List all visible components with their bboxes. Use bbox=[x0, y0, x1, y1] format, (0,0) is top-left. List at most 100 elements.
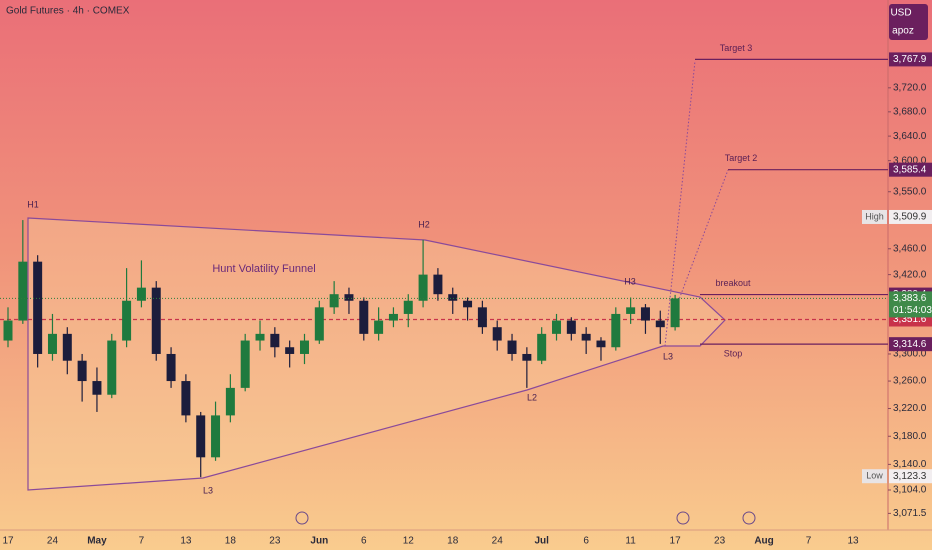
candle-body bbox=[77, 360, 87, 382]
level-box bbox=[889, 162, 932, 177]
pivot-label: L3 bbox=[203, 485, 213, 495]
candle-body bbox=[285, 347, 295, 354]
session-name-box bbox=[862, 209, 887, 224]
y-tick-label: 3,104.0 bbox=[893, 485, 927, 496]
x-tick-label: 6 bbox=[361, 536, 367, 547]
candle-body bbox=[670, 298, 680, 328]
y-tick-label: 3,720.0 bbox=[893, 82, 927, 93]
x-tick-label: 18 bbox=[225, 536, 237, 547]
y-tick-label: 3,140.0 bbox=[893, 459, 927, 470]
session-value-box bbox=[889, 209, 932, 224]
candle-body bbox=[626, 307, 636, 314]
chart-title: Gold Futures · 4h · COMEX bbox=[6, 6, 130, 17]
session-value-label: 3,509.9 bbox=[893, 212, 927, 223]
x-tick-label: Jun bbox=[310, 536, 328, 547]
x-tick-label: 12 bbox=[403, 536, 415, 547]
y-tick-label: 3,220.0 bbox=[893, 403, 927, 414]
level-value-label: 3,314.6 bbox=[893, 339, 927, 350]
candle-body bbox=[596, 340, 606, 348]
candle-body bbox=[566, 320, 576, 334]
candle-body bbox=[388, 313, 398, 321]
y-tick-label: 3,420.0 bbox=[893, 269, 927, 280]
x-tick-label: 7 bbox=[139, 536, 145, 547]
y-tick-label: 3,300.0 bbox=[893, 349, 927, 360]
unit[interactable]: apoz bbox=[892, 26, 914, 37]
x-tick-label: Jul bbox=[534, 536, 549, 547]
y-tick-label: 3,640.0 bbox=[893, 131, 927, 142]
pivot-label: L2 bbox=[527, 392, 537, 402]
candle-body bbox=[433, 274, 443, 295]
candle-body bbox=[270, 333, 280, 348]
candle-body bbox=[522, 353, 532, 361]
session-name-box bbox=[862, 469, 887, 484]
candle-body bbox=[492, 327, 502, 341]
currency[interactable]: USD bbox=[890, 8, 911, 19]
level-value-label: 3,585.4 bbox=[893, 164, 927, 175]
level-value-label: 3,351.6 bbox=[893, 314, 927, 325]
event-icon[interactable] bbox=[676, 511, 690, 525]
x-tick-label: 24 bbox=[47, 536, 59, 547]
y-tick-label: 3,550.0 bbox=[893, 186, 927, 197]
x-tick-label: 17 bbox=[670, 536, 682, 547]
y-tick-label: 3,260.0 bbox=[893, 376, 927, 387]
candle-body bbox=[655, 320, 665, 328]
event-icon[interactable] bbox=[742, 511, 756, 525]
session-name: High bbox=[865, 211, 884, 221]
x-tick-label: 13 bbox=[847, 536, 859, 547]
candle-body bbox=[344, 294, 354, 301]
candle-body bbox=[107, 340, 117, 395]
x-tick-label: 23 bbox=[269, 536, 281, 547]
candle-body bbox=[329, 294, 339, 308]
level-box bbox=[889, 52, 932, 67]
level-value-label: 3,767.9 bbox=[893, 54, 927, 65]
level-box bbox=[889, 337, 932, 352]
target-path bbox=[664, 60, 696, 347]
candle-body bbox=[33, 261, 43, 354]
candle-body bbox=[211, 415, 221, 458]
candle-body bbox=[314, 307, 324, 341]
candle-body bbox=[240, 340, 250, 388]
x-tick-label: Aug bbox=[754, 536, 773, 547]
last-price-box bbox=[889, 291, 932, 318]
y-tick-label: 3,071.5 bbox=[893, 508, 927, 519]
countdown: 01:54:03 bbox=[893, 305, 932, 316]
candle-body bbox=[374, 320, 384, 334]
candle-body bbox=[136, 287, 146, 301]
level-name: Target 2 bbox=[725, 153, 758, 163]
x-tick-label: 7 bbox=[806, 536, 812, 547]
funnel-label: Hunt Volatility Funnel bbox=[212, 263, 315, 275]
y-tick-label: 3,460.0 bbox=[893, 243, 927, 254]
session-name: Low bbox=[866, 471, 883, 481]
candle-body bbox=[418, 274, 428, 301]
x-tick-label: 11 bbox=[625, 536, 636, 547]
levels: Target 3 Target 2 breakout Stop bbox=[0, 43, 888, 359]
candle-body bbox=[3, 320, 13, 341]
candle-body bbox=[255, 333, 265, 341]
level-name: Stop bbox=[724, 349, 743, 359]
currency-box[interactable] bbox=[889, 4, 928, 40]
candle-body bbox=[166, 353, 176, 382]
candle-body bbox=[537, 333, 547, 361]
candle-body bbox=[552, 320, 562, 334]
candle-body bbox=[359, 300, 369, 334]
x-tick-label: 13 bbox=[180, 536, 192, 547]
candle-body bbox=[448, 294, 458, 301]
y-tick-label: 3,680.0 bbox=[893, 106, 927, 117]
x-tick-label: 24 bbox=[492, 536, 504, 547]
candle-body bbox=[299, 340, 309, 354]
candle-body bbox=[477, 307, 487, 328]
event-icon[interactable] bbox=[295, 511, 309, 525]
last-price-label: 3,383.6 bbox=[893, 293, 927, 304]
candle-body bbox=[122, 300, 132, 341]
session-value-box bbox=[889, 469, 932, 484]
candle-body bbox=[507, 340, 517, 354]
event-icons bbox=[295, 511, 756, 525]
candle-body bbox=[92, 381, 102, 395]
candle-body bbox=[463, 300, 473, 308]
session-value-label: 3,123.3 bbox=[893, 471, 927, 482]
candle-body bbox=[18, 261, 28, 321]
candle-body bbox=[611, 313, 621, 348]
